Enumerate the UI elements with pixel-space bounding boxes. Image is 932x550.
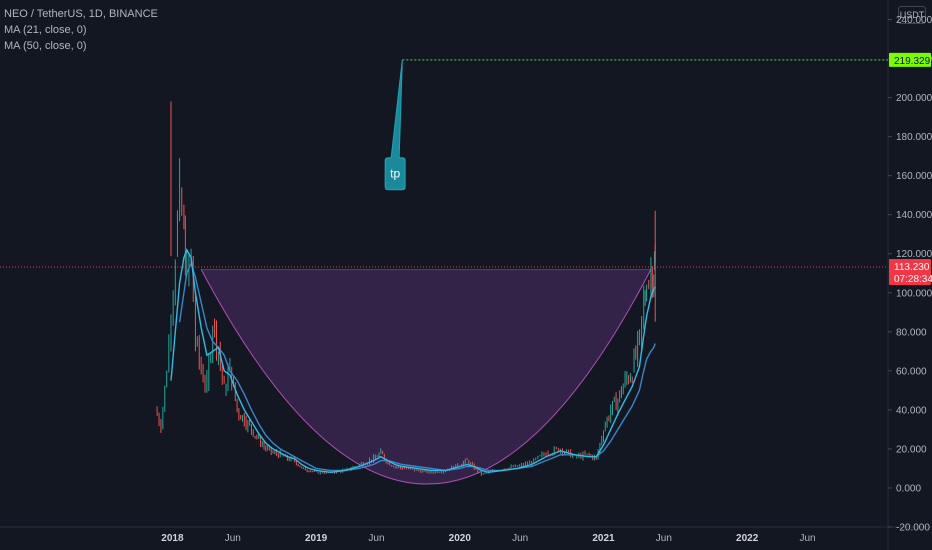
ma50-line <box>178 261 656 472</box>
x-tick-label: Jun <box>225 533 241 544</box>
price-bars <box>156 101 656 476</box>
ma21-line <box>170 248 656 474</box>
target-badge <box>889 52 931 67</box>
ma50-legend[interactable]: MA (50, close, 0) <box>4 40 87 52</box>
x-tick-label: 2018 <box>161 533 184 544</box>
x-tick-label: Jun <box>799 533 815 544</box>
y-tick-label: 160.000 <box>896 171 932 182</box>
cup-fill <box>201 269 651 485</box>
tp-callout <box>384 59 406 191</box>
y-tick-label: 140.000 <box>896 210 932 221</box>
tp-callout-text: tp <box>390 167 400 181</box>
target-label: 219.329 <box>894 56 931 67</box>
last-price-badge <box>889 258 931 285</box>
y-tick-label: 60.000 <box>896 366 927 377</box>
time-axis[interactable]: 2018 Jun 2019 Jun 2020 Jun 2021 Jun 2022 Jun <box>161 533 815 544</box>
x-tick-label: Jun <box>368 533 384 544</box>
y-tick-label: 120.000 <box>896 249 932 260</box>
moving-averages <box>170 248 656 474</box>
x-tick-label: 2021 <box>592 533 615 544</box>
cup-curve <box>200 269 652 485</box>
symbol-title[interactable]: NEO / TetherUS, 1D, BINANCE <box>4 8 158 20</box>
y-tick-label: 240.000 <box>896 15 932 26</box>
y-tick-label: 100.000 <box>896 288 932 299</box>
countdown-label: 07:28:34 <box>894 274 932 285</box>
y-tick-label: 40.000 <box>896 405 927 416</box>
y-tick-label: 0.000 <box>896 483 921 494</box>
cup-pattern[interactable] <box>200 268 652 485</box>
chart-legend: NEO / TetherUS, 1D, BINANCE MA (21, clos… <box>4 6 158 54</box>
currency-button[interactable]: USDT <box>898 6 926 24</box>
x-tick-label: 2020 <box>449 533 472 544</box>
y-tick-label: 200.000 <box>896 93 932 104</box>
y-tick-label: -20.000 <box>896 523 930 534</box>
last-price-label: 113.230 <box>894 262 930 273</box>
x-tick-label: 2019 <box>305 533 328 544</box>
x-tick-label: Jun <box>512 533 528 544</box>
annotations: tp <box>0 59 888 268</box>
price-axis[interactable]: 240.000220.000200.000180.000160.000140.0… <box>888 15 932 534</box>
ma21-legend[interactable]: MA (21, close, 0) <box>4 24 87 36</box>
y-tick-label: 20.000 <box>896 444 927 455</box>
x-tick-label: Jun <box>656 533 672 544</box>
x-tick-label: 2022 <box>736 533 759 544</box>
y-tick-label: 80.000 <box>896 327 927 338</box>
y-tick-label: 180.000 <box>896 132 932 143</box>
